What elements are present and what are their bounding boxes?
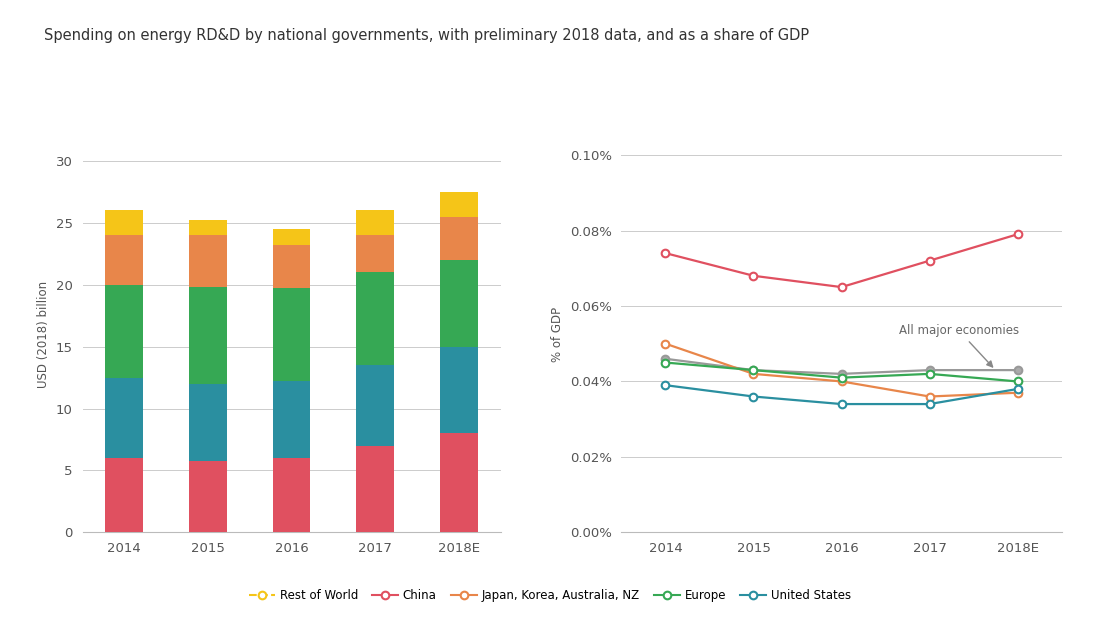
Bar: [106, 458, 143, 532]
Bar: [106, 378, 143, 458]
Bar: [356, 365, 394, 446]
Bar: [189, 235, 227, 287]
Bar: [440, 217, 477, 260]
Bar: [189, 461, 227, 532]
Bar: [356, 446, 394, 532]
Bar: [273, 288, 310, 381]
Bar: [356, 210, 394, 235]
Bar: [106, 210, 143, 235]
Bar: [273, 381, 310, 458]
Text: Spending on energy RD&D by national governments, with preliminary 2018 data, and: Spending on energy RD&D by national gove…: [44, 28, 810, 43]
Bar: [106, 235, 143, 285]
Bar: [189, 384, 227, 461]
Bar: [440, 260, 477, 347]
Bar: [273, 245, 310, 288]
Bar: [273, 229, 310, 245]
Y-axis label: USD (2018) billion: USD (2018) billion: [37, 280, 51, 388]
Bar: [356, 235, 394, 272]
Bar: [440, 433, 477, 532]
Text: All major economies: All major economies: [899, 324, 1019, 367]
Bar: [273, 458, 310, 532]
Y-axis label: % of GDP: % of GDP: [551, 306, 564, 362]
Bar: [189, 220, 227, 235]
Bar: [189, 287, 227, 384]
Legend: Rest of World, China, Japan, Korea, Australia, NZ, Europe, United States: Rest of World, China, Japan, Korea, Aust…: [244, 584, 856, 607]
Bar: [440, 192, 477, 217]
Bar: [356, 272, 394, 365]
Bar: [440, 347, 477, 433]
Bar: [106, 285, 143, 378]
